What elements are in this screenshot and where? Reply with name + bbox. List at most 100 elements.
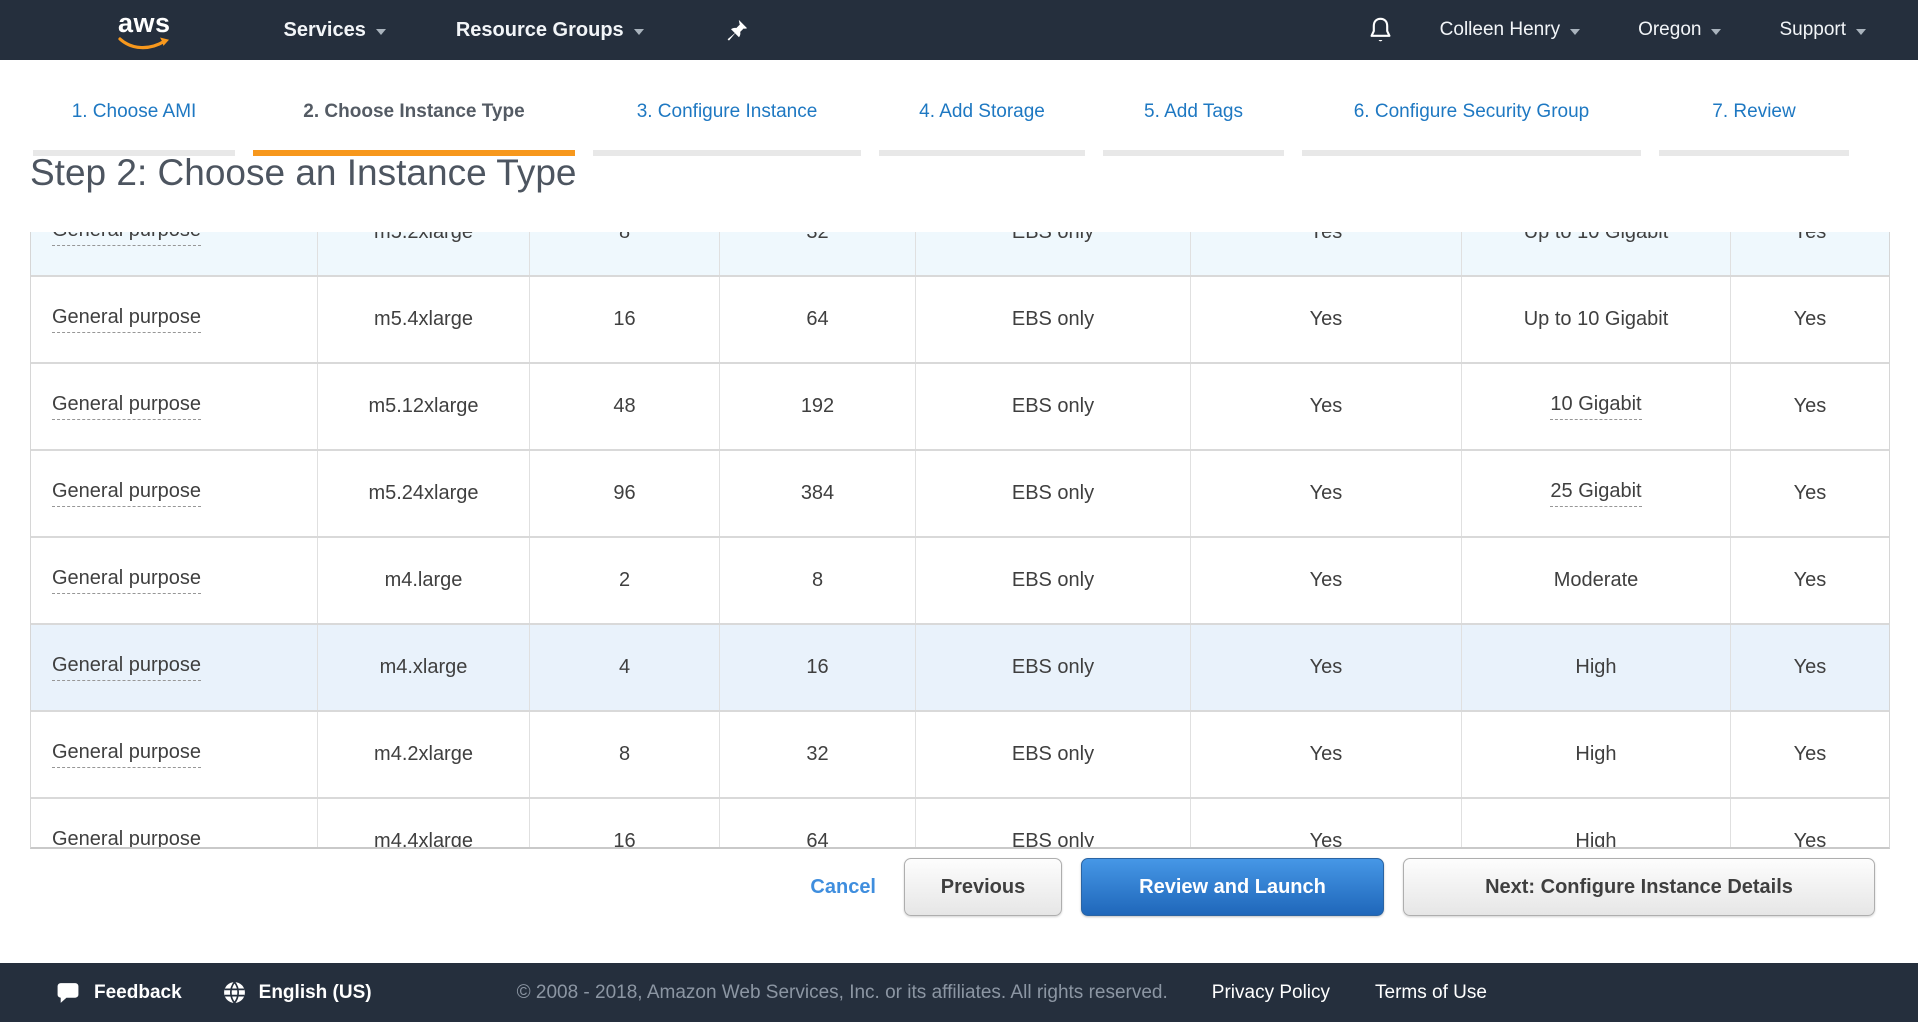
tab-choose-ami[interactable]: 1. Choose AMI (33, 60, 235, 156)
ebs-optimized-cell: Yes (1190, 232, 1461, 275)
pin-shortcut-button[interactable] (724, 18, 749, 43)
speech-bubble-icon (57, 983, 79, 1003)
chevron-down-icon (375, 28, 386, 35)
aws-logo-text: aws (118, 8, 171, 38)
language-label: English (US) (258, 981, 372, 1003)
memory-cell: 64 (719, 277, 915, 362)
feedback-button[interactable]: Feedback (55, 980, 182, 1005)
notifications-button[interactable] (1367, 16, 1394, 45)
network-cell: Up to 10 Gigabit (1461, 277, 1730, 362)
table-row[interactable]: General purpose m4.xlarge 4 16 EBS only … (31, 625, 1889, 712)
family-cell: General purpose (31, 538, 317, 623)
table-row[interactable]: General purpose m5.4xlarge 16 64 EBS onl… (31, 277, 1889, 364)
table-row[interactable]: General purpose m4.large 2 8 EBS only Ye… (31, 538, 1889, 625)
family-link[interactable]: General purpose (52, 480, 201, 507)
top-nav-bar: aws Services Resource Groups (0, 0, 1918, 60)
family-link[interactable]: General purpose (52, 232, 201, 246)
type-cell: m5.12xlarge (317, 364, 529, 449)
nav-resource-groups[interactable]: Resource Groups (456, 19, 644, 42)
privacy-policy-link[interactable]: Privacy Policy (1211, 981, 1331, 1003)
page-title: Step 2: Choose an Instance Type (30, 152, 577, 193)
vcpus-cell: 16 (529, 799, 719, 847)
nav-right-group: Colleen Henry Oregon Support (1367, 16, 1918, 45)
copyright-text: © 2008 - 2018, Amazon Web Services, Inc.… (516, 981, 1168, 1003)
ebs-optimized-cell: Yes (1190, 364, 1461, 449)
storage-cell: EBS only (915, 538, 1190, 623)
ebs-optimized-cell: Yes (1190, 625, 1461, 710)
family-cell: General purpose (31, 277, 317, 362)
memory-cell: 64 (719, 799, 915, 847)
type-cell: m4.xlarge (317, 625, 529, 710)
tab-configure-security-group[interactable]: 6. Configure Security Group (1302, 60, 1641, 156)
type-cell: m4.large (317, 538, 529, 623)
ebs-optimized-cell: Yes (1190, 712, 1461, 797)
cancel-button[interactable]: Cancel (810, 875, 876, 898)
chevron-down-icon (1856, 28, 1866, 35)
tab-add-storage[interactable]: 4. Add Storage (879, 60, 1085, 156)
ipv6-cell: Yes (1730, 799, 1889, 847)
network-cell: Moderate (1461, 538, 1730, 623)
review-and-launch-button[interactable]: Review and Launch (1081, 858, 1384, 916)
family-link[interactable]: General purpose (52, 654, 201, 681)
vcpus-cell: 96 (529, 451, 719, 536)
footer-bar: Feedback English (US) © 2008 - 2018, Ama… (0, 963, 1918, 1022)
tab-choose-instance-type[interactable]: 2. Choose Instance Type (253, 60, 575, 156)
terms-of-use-link[interactable]: Terms of Use (1375, 981, 1487, 1003)
memory-cell: 8 (719, 538, 915, 623)
instance-type-table[interactable]: General purpose m5.2xlarge 8 32 EBS only… (30, 232, 1890, 849)
family-cell: General purpose (31, 625, 317, 710)
type-cell: m4.4xlarge (317, 799, 529, 847)
ipv6-cell: Yes (1730, 538, 1889, 623)
tab-add-tags[interactable]: 5. Add Tags (1103, 60, 1284, 156)
nav-region-menu[interactable]: Oregon (1638, 19, 1722, 41)
table-row[interactable]: General purpose m5.2xlarge 8 32 EBS only… (31, 232, 1889, 277)
table-row[interactable]: General purpose m4.2xlarge 8 32 EBS only… (31, 712, 1889, 799)
wizard-step-tabs: 1. Choose AMI 2. Choose Instance Type 3.… (33, 60, 1849, 156)
family-cell: General purpose (31, 712, 317, 797)
nav-services[interactable]: Services (284, 19, 386, 42)
ebs-optimized-cell: Yes (1190, 799, 1461, 847)
storage-cell: EBS only (915, 451, 1190, 536)
aws-logo[interactable]: aws (118, 10, 171, 50)
table-row[interactable]: General purpose m4.4xlarge 16 64 EBS onl… (31, 799, 1889, 847)
nav-user-menu[interactable]: Colleen Henry (1440, 19, 1581, 41)
vcpus-cell: 8 (529, 712, 719, 797)
family-cell: General purpose (31, 451, 317, 536)
memory-cell: 32 (719, 712, 915, 797)
wizard-action-bar: Cancel Previous Review and Launch Next: … (0, 858, 1918, 916)
network-value: High (1575, 743, 1617, 765)
family-link[interactable]: General purpose (52, 741, 201, 768)
ipv6-cell: Yes (1730, 712, 1889, 797)
vcpus-cell: 4 (529, 625, 719, 710)
family-cell: General purpose (31, 364, 317, 449)
network-cell: 25 Gigabit (1461, 451, 1730, 536)
vcpus-cell: 2 (529, 538, 719, 623)
network-value: Up to 10 Gigabit (1523, 232, 1669, 243)
chevron-down-icon (1570, 28, 1581, 35)
network-value: High (1575, 656, 1617, 678)
table-row[interactable]: General purpose m5.12xlarge 48 192 EBS o… (31, 364, 1889, 451)
chevron-down-icon (633, 28, 644, 35)
nav-support-menu[interactable]: Support (1779, 19, 1866, 41)
family-link[interactable]: General purpose (52, 828, 201, 847)
bell-icon (1370, 17, 1391, 41)
memory-cell: 192 (719, 364, 915, 449)
vcpus-cell: 8 (529, 232, 719, 275)
previous-button[interactable]: Previous (904, 858, 1062, 916)
tab-configure-instance[interactable]: 3. Configure Instance (593, 60, 861, 156)
next-configure-instance-details-button[interactable]: Next: Configure Instance Details (1403, 858, 1875, 916)
storage-cell: EBS only (915, 712, 1190, 797)
family-link[interactable]: General purpose (52, 567, 201, 594)
language-button[interactable]: English (US) (222, 980, 372, 1005)
memory-cell: 16 (719, 625, 915, 710)
ipv6-cell: Yes (1730, 625, 1889, 710)
feedback-label: Feedback (94, 981, 182, 1003)
instance-table-body: General purpose m5.2xlarge 8 32 EBS only… (31, 232, 1889, 847)
ebs-optimized-cell: Yes (1190, 277, 1461, 362)
family-link[interactable]: General purpose (52, 306, 201, 333)
table-row[interactable]: General purpose m5.24xlarge 96 384 EBS o… (31, 451, 1889, 538)
memory-cell: 384 (719, 451, 915, 536)
tab-review[interactable]: 7. Review (1659, 60, 1849, 156)
family-link[interactable]: General purpose (52, 393, 201, 420)
